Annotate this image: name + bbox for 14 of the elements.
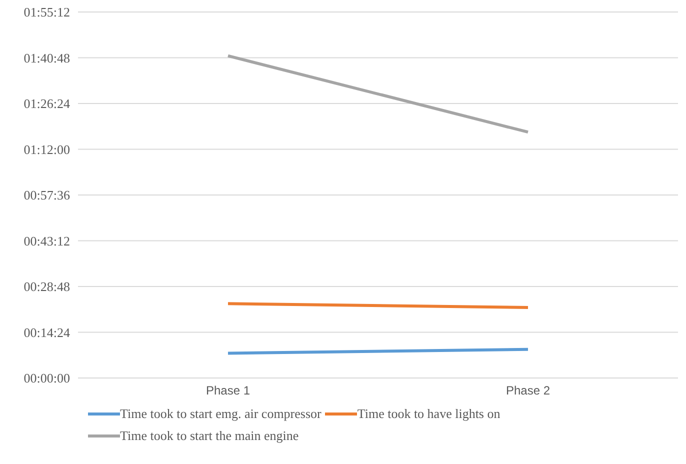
y-tick-label: 00:57:36 (24, 188, 70, 203)
x-tick-label: Phase 1 (206, 384, 250, 398)
legend-label: Time took to have lights on (357, 406, 500, 422)
y-tick-label: 01:40:48 (24, 50, 70, 66)
y-tick-label: 01:26:24 (24, 96, 70, 112)
legend-label: Time took to start emg. air compressor (120, 406, 322, 422)
y-tick-label: 00:28:48 (24, 279, 70, 294)
legend-label: Time took to start the main engine (120, 428, 299, 444)
y-tick-label: 01:55:12 (24, 4, 70, 20)
y-tick-label: 00:43:12 (24, 233, 70, 248)
y-tick-label: 01:12:00 (24, 142, 70, 157)
y-tick-label: 00:14:24 (24, 324, 70, 340)
x-tick-label: Phase 2 (506, 384, 550, 398)
y-tick-label: 00:00:00 (24, 370, 70, 386)
